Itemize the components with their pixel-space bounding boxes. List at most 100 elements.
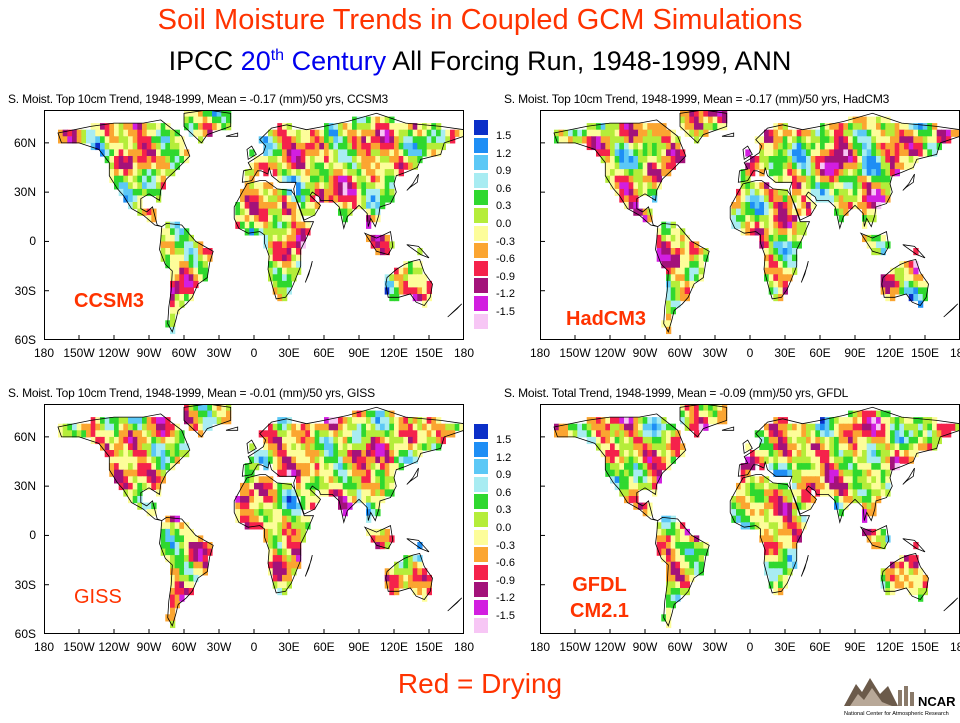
trend-cell xyxy=(408,417,414,425)
trend-cell xyxy=(132,430,138,438)
trend-cell xyxy=(459,129,464,137)
trend-cell xyxy=(361,156,367,164)
trend-cell xyxy=(572,430,578,438)
trend-cell xyxy=(871,195,877,203)
trend-cell xyxy=(370,417,376,425)
trend-cell xyxy=(240,502,246,510)
trend-cell xyxy=(848,182,854,190)
trend-cell xyxy=(160,241,166,249)
trend-cell xyxy=(703,116,709,124)
trend-cell xyxy=(675,450,681,458)
trend-cell xyxy=(375,502,381,510)
trend-cell xyxy=(296,430,302,438)
trend-cell xyxy=(740,522,746,530)
trend-cell xyxy=(857,202,863,210)
trend-cell xyxy=(291,202,297,210)
trend-cell xyxy=(703,123,709,131)
colorbar-level-label: -1.2 xyxy=(496,592,515,605)
trend-cell xyxy=(698,542,704,550)
trend-cell xyxy=(333,162,339,170)
trend-cell xyxy=(286,234,292,243)
trend-cell xyxy=(806,436,812,445)
trend-cell xyxy=(736,215,742,223)
trend-cell xyxy=(384,528,390,537)
trend-cell xyxy=(258,195,264,203)
lon-tick-label: 150E xyxy=(414,346,444,360)
trend-cell xyxy=(782,142,788,151)
trend-cell xyxy=(647,482,653,491)
trend-cell xyxy=(342,149,348,157)
trend-cell xyxy=(894,156,900,164)
trend-cell xyxy=(773,208,779,216)
trend-cell xyxy=(310,149,316,157)
trend-cell xyxy=(188,294,194,302)
trend-cell xyxy=(403,156,409,164)
trend-cell xyxy=(782,280,788,289)
trend-cell xyxy=(370,456,376,464)
trend-cell xyxy=(142,456,148,464)
trend-cell xyxy=(862,423,868,431)
trend-cell xyxy=(768,430,774,438)
trend-cell xyxy=(787,489,793,497)
trend-cell xyxy=(132,476,138,484)
trend-cell xyxy=(670,142,676,151)
coastline-12 xyxy=(447,597,462,612)
trend-cell xyxy=(600,149,606,157)
trend-cell xyxy=(880,430,886,438)
trend-cell xyxy=(661,142,667,151)
trend-cell xyxy=(277,489,283,497)
trend-cell xyxy=(188,123,194,131)
trend-cell xyxy=(848,175,854,183)
trend-cell xyxy=(277,430,283,438)
trend-cell xyxy=(628,175,634,183)
trend-cell xyxy=(291,129,297,137)
trend-cell xyxy=(647,509,653,517)
trend-cell xyxy=(389,469,395,477)
trend-cell xyxy=(862,123,868,131)
trend-cell xyxy=(156,156,162,164)
trend-cell xyxy=(296,149,302,157)
trend-cell xyxy=(291,535,297,543)
trend-cell xyxy=(680,149,686,157)
trend-cell xyxy=(319,423,325,431)
trend-cell xyxy=(852,195,858,203)
trend-cell xyxy=(885,182,891,190)
trend-cell xyxy=(820,423,826,431)
trend-cell xyxy=(142,469,148,477)
trend-cell xyxy=(137,129,143,137)
trend-cell xyxy=(174,430,180,438)
trend-cell xyxy=(389,162,395,170)
trend-cell xyxy=(619,156,625,164)
trend-cell xyxy=(268,136,274,144)
trend-cell xyxy=(450,423,456,431)
trend-cell xyxy=(754,136,760,144)
trend-cell xyxy=(375,195,381,203)
trend-cell xyxy=(76,423,82,431)
trend-cell xyxy=(277,228,283,236)
trend-cell xyxy=(156,463,162,471)
trend-cell xyxy=(375,443,381,451)
trend-cell xyxy=(282,136,288,144)
trend-cell xyxy=(361,175,367,183)
trend-cell xyxy=(670,594,676,602)
trend-cell xyxy=(174,588,180,596)
trend-cell xyxy=(680,267,686,275)
trend-cell xyxy=(76,430,82,438)
trend-cell xyxy=(838,188,844,197)
trend-cell xyxy=(146,142,152,151)
trend-cell xyxy=(109,136,115,144)
trend-cell xyxy=(759,182,765,190)
trend-cell xyxy=(146,482,152,491)
bottom-caption: Red = Drying xyxy=(397,668,563,699)
trend-cell xyxy=(862,182,868,190)
trend-cell xyxy=(652,182,658,190)
trend-cell xyxy=(118,142,124,151)
trend-cell xyxy=(300,515,306,523)
lat-tick-label: 60S xyxy=(14,333,36,347)
trend-cell xyxy=(768,267,774,275)
trend-cell xyxy=(871,116,877,124)
trend-cell xyxy=(684,274,690,282)
trend-cell xyxy=(165,129,171,137)
trend-cell xyxy=(642,476,648,484)
map-svg xyxy=(540,110,960,340)
